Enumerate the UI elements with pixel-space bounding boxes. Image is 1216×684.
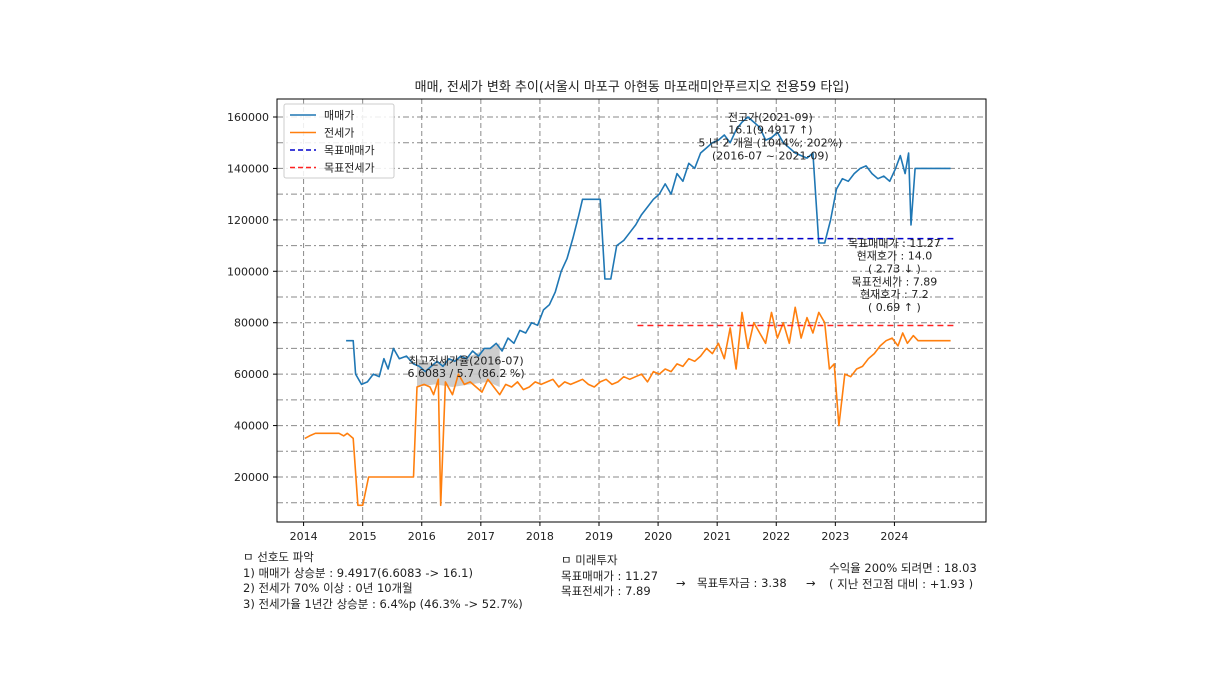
x-tick-label: 2018 [526,530,554,543]
series-line-1 [304,306,951,507]
notes-return-target: 수익율 200% 되려면 : 18.03 ( 지난 전고점 대비 : +1.93… [829,561,977,591]
x-tick-label: 2024 [880,530,908,543]
x-tick-label: 2019 [585,530,613,543]
x-tick-label: 2022 [762,530,790,543]
annotation-1-line: 현재호가 : 14.0 [857,250,933,263]
series-layer [304,116,954,507]
legend-label-1: 전세가 [324,127,354,140]
annotations: 전고가(2021-09)16.1(9.4917 ↑)5 년 2 개월 (1044… [407,111,940,380]
annotation-1-line: 현재호가 : 7.2 [860,288,929,301]
y-tick-label: 40000 [234,420,269,433]
x-tick-label: 2015 [349,530,377,543]
y-tick-label: 100000 [227,265,269,278]
chart-title: 매매, 전세가 변화 추이(서울시 마포구 아현동 마포래미안푸르지오 전용59… [415,80,850,95]
series-line-0 [346,116,951,386]
y-tick-label: 80000 [234,317,269,330]
x-tick-label: 2023 [821,530,849,543]
annotation-0-line: 전고가(2021-09) [728,111,813,124]
arrow-to-investment: → [676,576,686,590]
x-tick-label: 2016 [408,530,436,543]
x-tick-label: 2017 [467,530,495,543]
legend-label-2: 목표매매가 [324,144,375,157]
y-tick-label: 120000 [227,214,269,227]
legend-label-3: 목표전세가 [324,162,375,175]
y-tick-label: 140000 [227,162,269,175]
annotation-1-line: 목표전세가 : 7.89 [852,275,938,288]
x-tick-label: 2021 [703,530,731,543]
plot-frame [276,98,987,523]
legend-label-0: 매매가 [324,109,354,122]
annotation-2-line: 6.6083 / 5.7 (86.2 %) [407,367,524,380]
annotation-0-line: 16.1(9.4917 ↑) [728,124,812,137]
x-tick-label: 2020 [644,530,672,543]
arrow-to-return: → [806,576,816,590]
y-tick-label: 60000 [234,368,269,381]
notes-target-investment: 목표투자금 : 3.38 [697,576,787,590]
axis-ticks: 2014 2015 2016 2017 2018 2019 2020 2021 2022 2023… [227,111,908,543]
annotation-1-line: ( 0.69 ↑ ) [868,301,921,314]
annotation-1-line: ( 2.73 ↓ ) [868,262,921,275]
y-tick-label: 160000 [227,111,269,124]
x-tick-label: 2014 [290,530,318,543]
annotation-0-line: 5 년 2 개월 (1044%; 202%) [698,136,842,149]
notes-future-investment: ㅁ 미래투자 목표매매가 : 11.27 목표전세가 : 7.89 [561,553,659,598]
annotation-1-line: 목표매매가 : 11.27 [848,237,941,250]
y-tick-label: 20000 [234,471,269,484]
notes-preference: ㅁ 선호도 파악 1) 매매가 상승분 : 9.4917(6.6083 -> 1… [243,550,523,611]
annotation-2-line: 최고전세가율(2016-07) [408,354,523,367]
annotation-0-line: (2016-07 ~ 2021-09) [712,149,829,162]
legend-box [283,103,395,179]
